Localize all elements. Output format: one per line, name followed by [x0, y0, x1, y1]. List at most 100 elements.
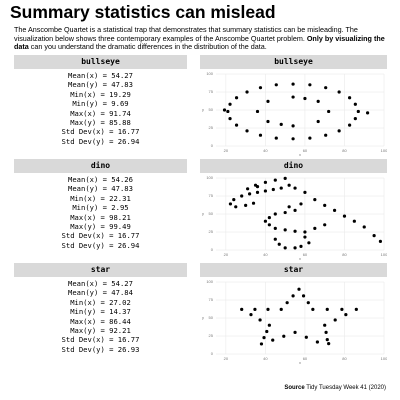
stat-line: Mean(y) = 47.83 — [68, 184, 133, 194]
y-tick-label: 50 — [209, 211, 214, 216]
subtitle-text: The Anscombe Quartet is a statistical tr… — [14, 25, 358, 43]
y-tick-label: 50 — [209, 315, 214, 320]
point — [327, 109, 331, 114]
point — [259, 342, 264, 346]
point — [246, 187, 250, 191]
scatter-plot: 0 25 50 75 100 20 40 60 80 100 x y — [202, 71, 387, 156]
point — [273, 237, 277, 241]
x-tick-label: 60 — [303, 252, 308, 257]
stat-line: Min(y) = 2.95 — [72, 203, 129, 213]
point — [271, 187, 275, 192]
x-tick-label: 80 — [342, 148, 347, 153]
point — [378, 239, 383, 243]
point — [293, 246, 297, 250]
y-tick-label: 100 — [206, 279, 213, 284]
x-tick-label: 100 — [381, 356, 387, 361]
stat-line: Mean(y) = 47.84 — [68, 288, 133, 298]
y-axis-label: y — [202, 315, 204, 320]
point — [265, 329, 269, 334]
point — [325, 338, 329, 342]
point — [255, 185, 260, 189]
point — [287, 205, 291, 209]
point — [253, 307, 257, 311]
point — [337, 129, 341, 133]
x-axis-label: x — [299, 256, 301, 260]
point — [282, 334, 286, 338]
point — [303, 235, 307, 239]
title: Summary statistics can mislead — [10, 2, 276, 22]
point — [279, 122, 283, 126]
point — [251, 201, 256, 205]
point — [258, 318, 262, 322]
y-tick-label: 75 — [209, 193, 214, 198]
point — [291, 124, 295, 128]
x-tick-label: 60 — [303, 148, 308, 153]
point — [324, 133, 328, 137]
stat-line: Max(x) = 98.21 — [70, 212, 131, 222]
point — [348, 96, 352, 100]
y-tick-label: 0 — [211, 351, 214, 356]
point — [372, 234, 376, 238]
point — [325, 307, 329, 311]
point — [308, 136, 312, 140]
point — [293, 186, 297, 190]
stat-line: Min(y) = 14.37 — [70, 307, 131, 317]
point — [240, 194, 244, 198]
point — [299, 244, 303, 248]
point — [249, 313, 253, 317]
plot-header: dino — [200, 159, 387, 173]
point — [337, 90, 341, 94]
stat-line: Mean(x) = 54.27 — [68, 71, 133, 80]
point — [297, 287, 301, 291]
point — [263, 219, 268, 223]
point — [255, 109, 260, 114]
point — [277, 242, 281, 246]
point — [291, 137, 295, 141]
stat-line: Std Dev(x) = 16.77 — [61, 127, 140, 137]
point — [248, 192, 252, 196]
point — [279, 307, 283, 311]
point — [234, 96, 239, 100]
scatter-plot: 0 25 50 75 100 20 40 60 80 100 x y — [202, 279, 387, 364]
x-tick-label: 20 — [224, 252, 229, 257]
stat-line: Min(x) = 22.31 — [70, 193, 131, 203]
point — [240, 307, 244, 311]
x-axis-label: x — [299, 360, 301, 364]
point — [324, 330, 328, 334]
y-tick-label: 100 — [206, 71, 213, 76]
point — [362, 225, 366, 229]
point — [273, 226, 277, 230]
point — [353, 102, 357, 106]
point — [291, 95, 295, 99]
point — [234, 123, 239, 127]
stat-line: Max(y) = 85.88 — [70, 118, 131, 127]
point — [316, 99, 320, 103]
point — [323, 323, 327, 327]
stat-line: Mean(x) = 54.26 — [68, 175, 133, 184]
x-tick-label: 20 — [224, 356, 229, 361]
point — [304, 335, 308, 339]
point — [303, 230, 307, 234]
point — [222, 108, 227, 112]
point — [293, 330, 297, 334]
point — [287, 183, 291, 187]
point — [352, 219, 356, 223]
stat-line: Std Dev(x) = 16.77 — [61, 231, 140, 241]
x-tick-label: 40 — [263, 252, 268, 257]
point — [323, 223, 327, 227]
point — [291, 294, 295, 298]
point — [263, 189, 268, 193]
y-tick-label: 0 — [211, 247, 214, 252]
stat-line: Std Dev(y) = 26.93 — [61, 344, 140, 354]
x-tick-label: 20 — [224, 148, 229, 153]
point — [323, 203, 327, 207]
point — [234, 205, 238, 209]
point — [354, 307, 358, 311]
point — [356, 109, 360, 114]
subtitle-emphasis: Only by visualizing the data — [14, 33, 385, 52]
stat-line: Min(y) = 9.69 — [72, 99, 129, 109]
stat-line: Max(x) = 86.44 — [70, 316, 131, 326]
y-axis-label: y — [202, 211, 204, 216]
stat-line: Max(y) = 92.21 — [70, 326, 131, 335]
point — [228, 102, 232, 106]
